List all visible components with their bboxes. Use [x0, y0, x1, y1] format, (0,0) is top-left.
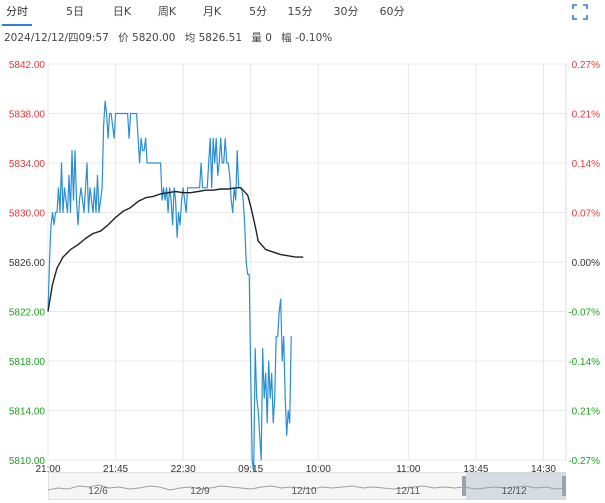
- pct-tick-label: 0.27%: [572, 60, 600, 71]
- navigator-handle-left: [462, 476, 466, 496]
- chart-series: [47, 100, 304, 473]
- navigator-date-label: 12/12: [501, 486, 526, 497]
- x-tick-label: 22:30: [171, 464, 196, 475]
- navigator-date-label: 12/9: [190, 486, 210, 497]
- time-navigator[interactable]: 12/6 12/9 12/10 12/11 12/12: [48, 472, 566, 500]
- quote-datetime: 2024/12/12/四09:57: [4, 32, 109, 44]
- x-tick-label: 21:00: [35, 464, 60, 475]
- tab-30min[interactable]: 30分: [333, 5, 359, 18]
- navigator-mini-line: [48, 484, 566, 491]
- pct-tick-label: -0.07%: [568, 308, 600, 319]
- price-line: [47, 100, 292, 473]
- quote-price: 价 5820.00: [118, 32, 176, 44]
- tab-5day[interactable]: 5日: [66, 5, 84, 18]
- pct-tick-label: 0.00%: [572, 258, 600, 269]
- navigator-date-label: 12/11: [396, 486, 421, 497]
- average-line: [47, 187, 304, 312]
- x-tick-label: 10:00: [306, 464, 331, 475]
- pct-tick-label: -0.27%: [568, 456, 600, 467]
- tab-60min[interactable]: 60分: [379, 5, 405, 18]
- y-tick-label: 5818.00: [9, 357, 46, 368]
- period-tabbar: 分时 5日 日K 周K 月K 5分 15分 30分 60分: [0, 0, 605, 26]
- navigator-selection: [466, 472, 566, 500]
- quote-volume: 量 0: [251, 32, 272, 44]
- navigator-handle-right: [562, 476, 566, 496]
- x-tick-label: 14:30: [531, 464, 556, 475]
- navigator-date-label: 12/10: [291, 486, 316, 497]
- tab-5min[interactable]: 5分: [249, 5, 267, 18]
- y-tick-label: 5830.00: [9, 209, 46, 220]
- tab-weekly-k[interactable]: 周K: [157, 5, 177, 18]
- pct-tick-label: 0.07%: [572, 209, 600, 220]
- pct-tick-label: 0.21%: [572, 407, 600, 418]
- chart-grid: [47, 63, 567, 461]
- pct-tick-label: 0.21%: [572, 110, 600, 121]
- pct-tick-label: -0.14%: [568, 357, 600, 368]
- y-tick-label: 5834.00: [9, 159, 46, 170]
- y-tick-label: 5822.00: [9, 308, 46, 319]
- x-tick-label: 09:15: [238, 464, 263, 475]
- pct-tick-label: 0.14%: [572, 159, 600, 170]
- y-tick-label: 5842.00: [9, 60, 46, 71]
- x-tick-label: 21:45: [103, 464, 128, 475]
- quote-info-line: 2024/12/12/四09:57 价 5820.00 均 5826.51 量 …: [4, 30, 338, 46]
- y-tick-label: 5838.00: [9, 110, 46, 121]
- expand-icon[interactable]: [570, 3, 590, 21]
- navigator-date-label: 12/6: [88, 486, 108, 497]
- quote-change: 幅 -0.10%: [281, 32, 333, 44]
- tab-daily-k[interactable]: 日K: [112, 5, 132, 18]
- chart-axes: 5842.00 0.27% 5838.00 0.21% 5834.00 0.14% 5830…: [9, 60, 600, 475]
- y-tick-label: 5814.00: [9, 407, 46, 418]
- x-tick-label: 11:00: [396, 464, 421, 475]
- tab-15min[interactable]: 15分: [287, 5, 313, 18]
- tab-minute[interactable]: 分时: [2, 0, 32, 26]
- y-tick-label: 5810.00: [9, 456, 46, 467]
- x-tick-label: 13:45: [463, 464, 488, 475]
- y-tick-label: 5826.00: [9, 258, 46, 269]
- quote-average: 均 5826.51: [184, 32, 243, 44]
- tab-monthly-k[interactable]: 月K: [202, 5, 222, 18]
